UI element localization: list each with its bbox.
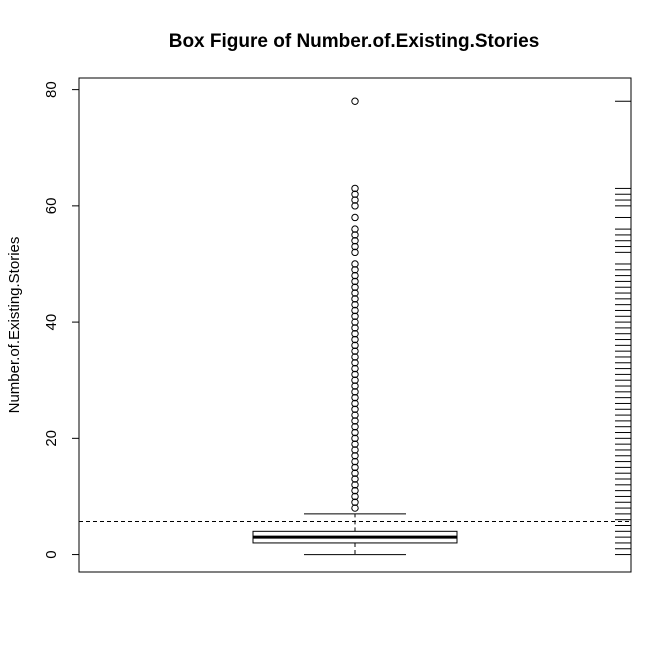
outlier-point (351, 469, 359, 477)
y-tick-label: 0 (43, 550, 60, 558)
outlier-points (351, 97, 359, 512)
y-axis-label: Number.of.Existing.Stories (6, 237, 23, 414)
outlier-point (351, 364, 359, 373)
outlier-point (351, 417, 359, 425)
outlier-point (351, 97, 359, 105)
outlier-point (351, 184, 359, 193)
outlier-point (351, 481, 359, 489)
outlier-point (351, 248, 359, 257)
outlier-point (351, 324, 359, 332)
outlier-point (351, 277, 359, 286)
outlier-point (351, 382, 359, 390)
outlier-point (351, 260, 359, 268)
outlier-point (351, 492, 359, 501)
outlier-point (351, 411, 359, 419)
outlier-point (351, 312, 359, 320)
outlier-point (351, 440, 359, 448)
box-plot (79, 513, 631, 556)
outlier-point (351, 306, 359, 315)
outlier-point (351, 335, 359, 344)
outlier-point (351, 295, 359, 303)
y-axis: 0 20 40 60 80 (43, 81, 79, 559)
outlier-point (351, 283, 359, 291)
outlier-point (351, 463, 359, 472)
outlier-point (351, 300, 359, 309)
outlier-point (351, 237, 359, 245)
outlier-point (351, 498, 359, 506)
outlier-point (351, 213, 359, 222)
outlier-point (351, 423, 359, 431)
outlier-point (351, 370, 359, 379)
outlier-point (351, 376, 359, 384)
outlier-point (351, 231, 359, 239)
outlier-point (351, 486, 359, 495)
outlier-point (351, 266, 359, 274)
y-tick-label: 60 (43, 198, 60, 215)
outlier-point (351, 271, 359, 280)
outlier-point (351, 359, 359, 367)
outlier-point (351, 428, 359, 437)
y-tick-label: 80 (43, 81, 60, 98)
outlier-point (351, 242, 359, 251)
outlier-point (351, 475, 359, 483)
outlier-point (351, 202, 359, 210)
outlier-point (351, 225, 359, 233)
outlier-point (351, 196, 359, 204)
outlier-point (351, 434, 359, 443)
outlier-point (351, 353, 359, 361)
outlier-point (351, 289, 359, 297)
outlier-point (351, 452, 359, 460)
outlier-point (351, 318, 359, 326)
outlier-point (351, 341, 359, 350)
outlier-point (351, 405, 359, 413)
plot-frame (78, 77, 632, 573)
chart-title: Box Figure of Number.of.Existing.Stories (169, 31, 540, 52)
outlier-point (351, 393, 359, 402)
y-tick-label: 40 (43, 314, 60, 331)
outlier-point (351, 347, 359, 355)
outlier-point (351, 504, 359, 512)
rug-marks (615, 100, 631, 556)
outlier-point (351, 190, 359, 198)
outlier-point (351, 457, 359, 466)
outlier-point (351, 388, 359, 396)
y-tick-label: 20 (43, 430, 60, 447)
outlier-point (351, 446, 359, 454)
outlier-point (351, 330, 359, 338)
outlier-point (351, 399, 359, 408)
